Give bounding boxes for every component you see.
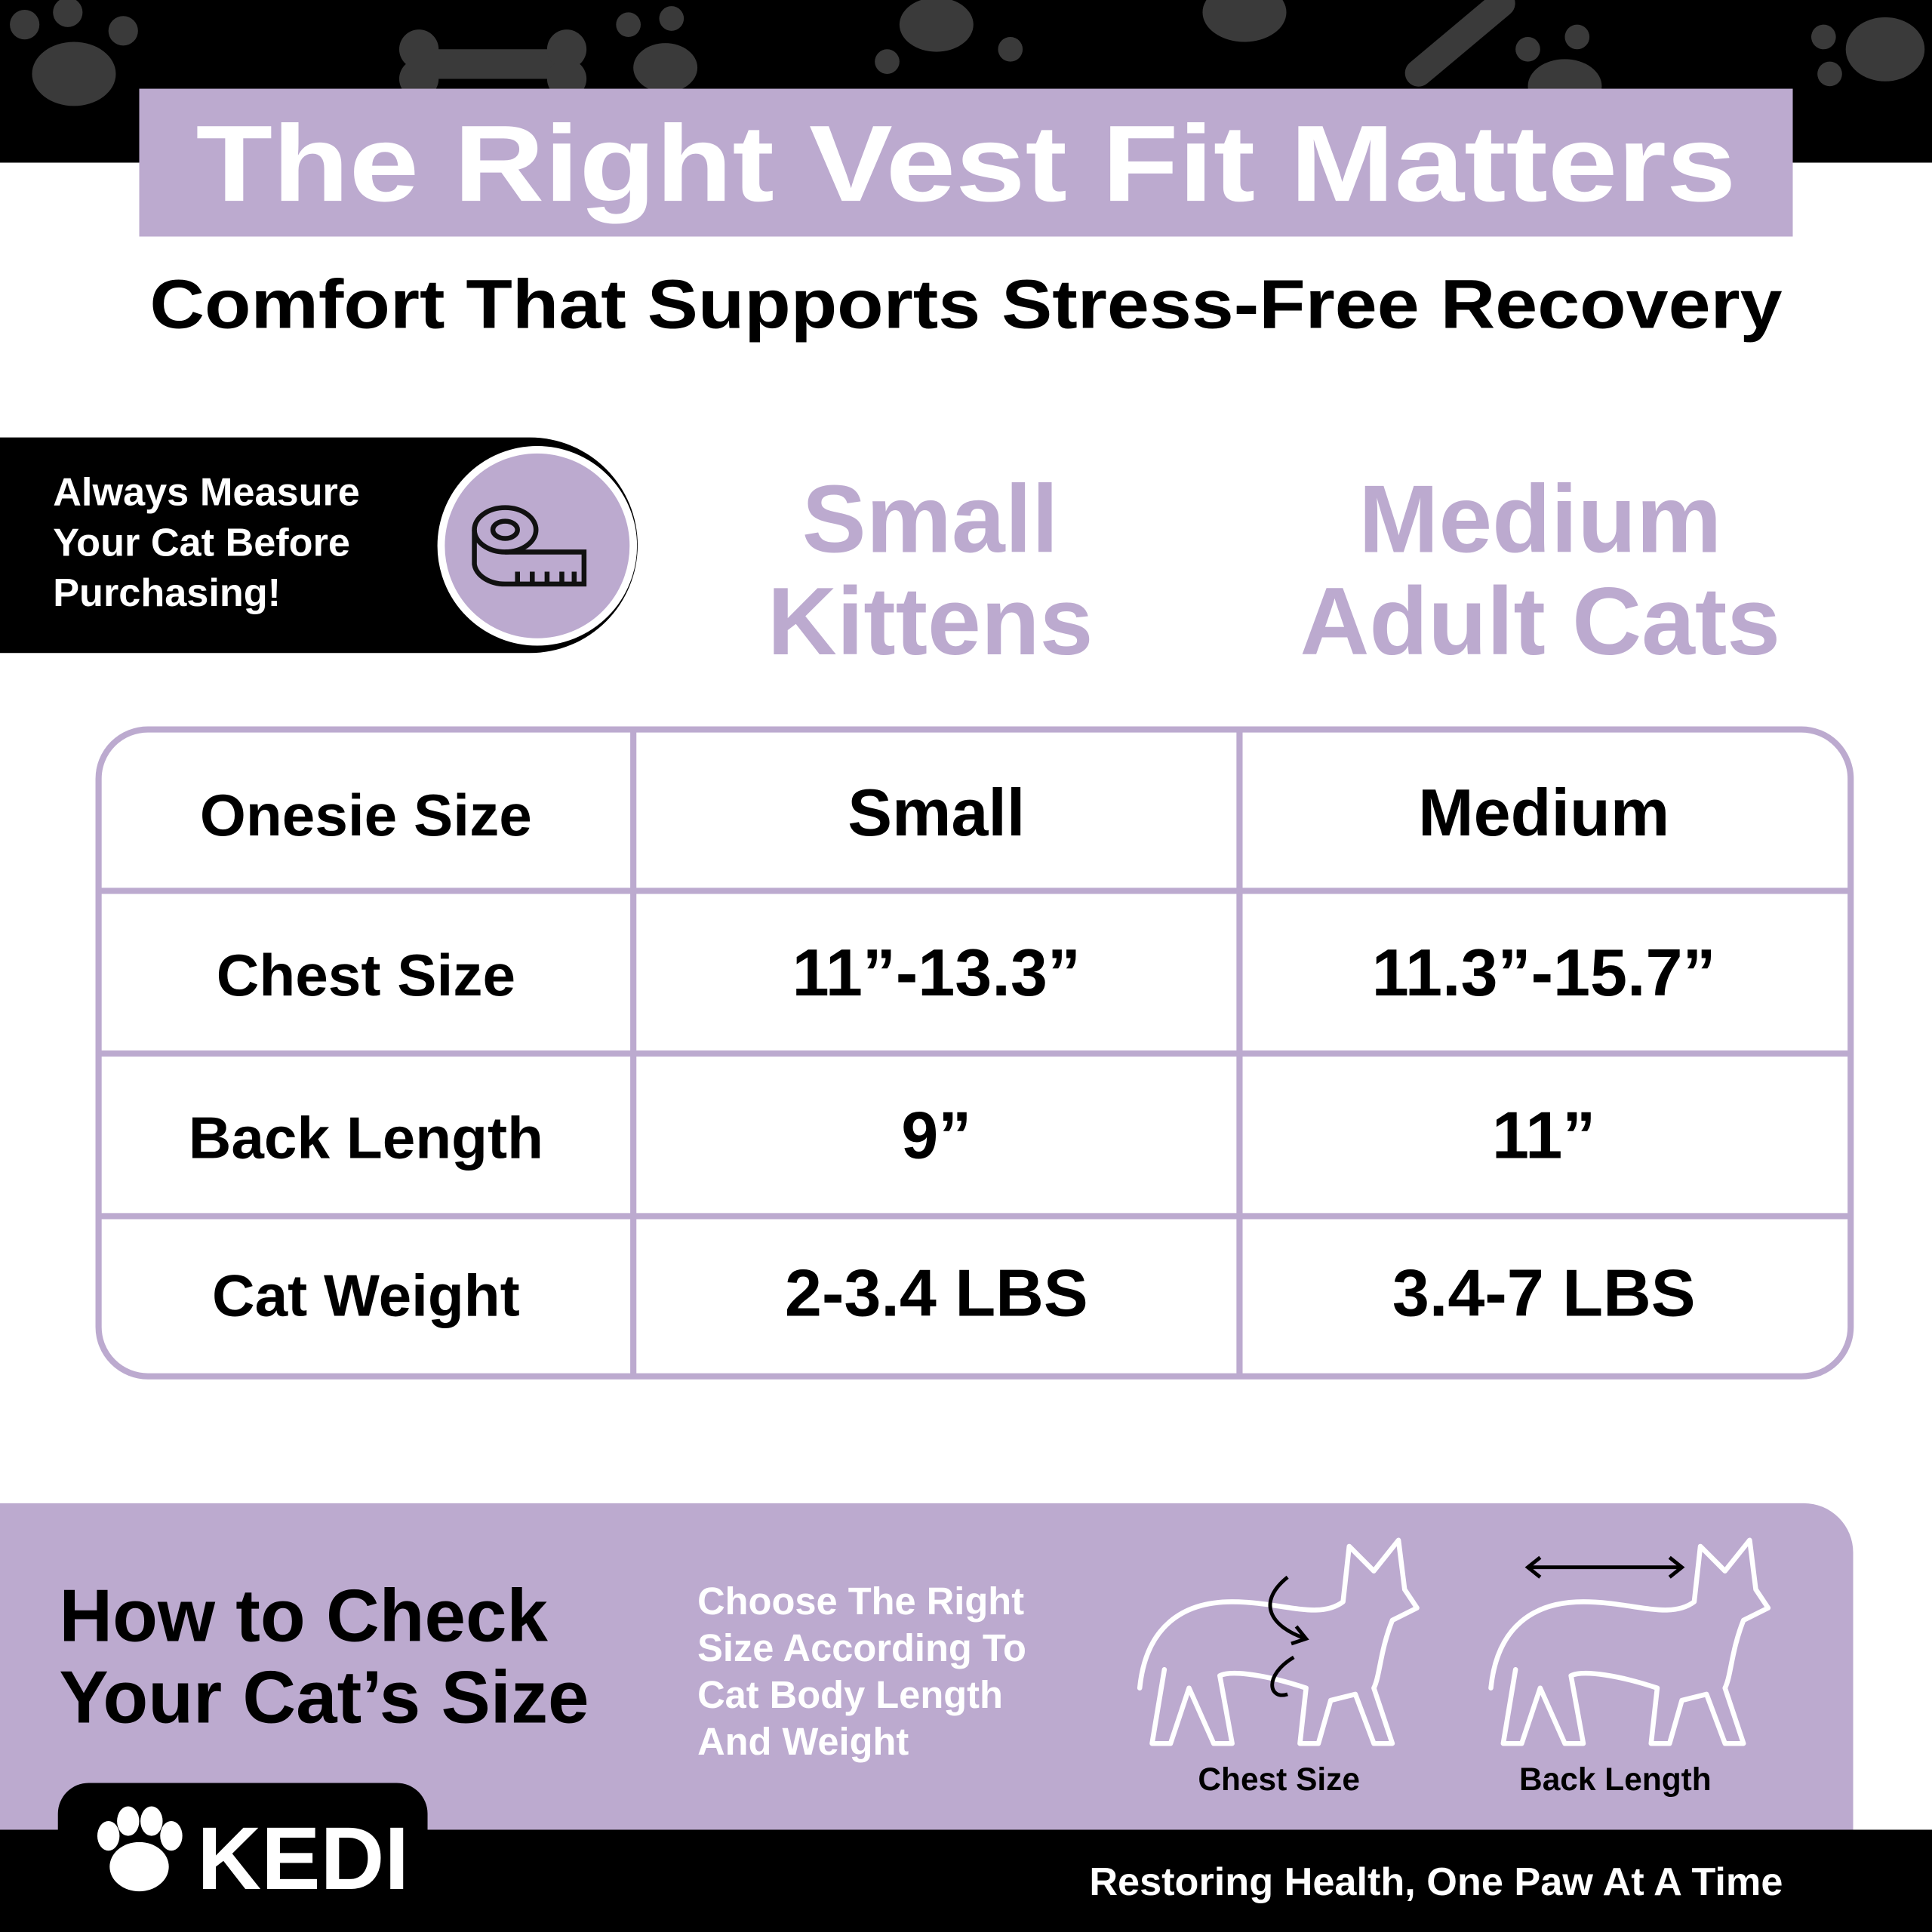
row-label: Onesie Size [200,782,532,848]
table-cell: 11” [1492,1098,1595,1173]
tagline: Restoring Health, One Paw At A Time [1089,1860,1783,1904]
table-cell: 3.4-7 LBS [1392,1256,1696,1331]
row-label: Cat Weight [212,1263,520,1329]
tape-icon-circle [437,446,638,646]
table-cell: 11.3”-15.7” [1372,935,1716,1010]
table-cell: 2-3.4 LBS [785,1256,1088,1331]
size-heading: Kittens [768,568,1094,675]
how-to-description: Size According To [697,1626,1026,1669]
size-heading: Adult Cats [1300,568,1780,675]
title: The Right Vest Fit Matters [196,103,1737,224]
brand-name: KEDI [197,1809,409,1908]
brand-paw [97,1806,183,1892]
size-heading: Medium [1358,465,1721,572]
measure-emphasis: Always [53,470,189,514]
how-to-description: Choose The Right [697,1580,1024,1623]
how-to-title: How to Check [59,1574,548,1657]
how-to-panel [0,1503,1854,1836]
size-heading: Small [802,465,1059,572]
title-banner [139,88,1793,237]
table-cell: 11”-13.3” [792,935,1081,1010]
measure-line: Purchasing! [53,571,281,615]
measure-line: Always Measure [53,470,360,514]
row-label: Chest Size [217,942,515,1008]
how-to-description: Cat Body Length [697,1673,1003,1716]
diagram-label: Back Length [1519,1761,1712,1797]
how-to-description: And Weight [697,1720,909,1763]
table-cell: Small [848,775,1025,850]
table-cell: Medium [1418,775,1669,850]
how-to-title: Your Cat’s Size [59,1655,589,1738]
measure-note: Always Measure Your Cat Before Purchasing! [53,470,360,615]
row-label: Back Length [189,1105,543,1171]
table-cell: 9” [901,1098,971,1173]
diagram-label: Chest Size [1198,1761,1360,1797]
cat-icons [1137,1537,1771,1746]
paw-pattern [10,0,1925,114]
table-grid [98,729,1851,1377]
measure-arrows [1268,1555,1685,1697]
tape-icon [472,505,587,587]
measure-line: Your Cat Before [53,521,350,565]
subtitle: Comfort That Supports Stress-Free Recove… [149,266,1782,343]
measure-word: Measure [200,470,360,514]
size-table: Onesie Size Small Medium Chest Size 11”-13.3… [95,726,1854,1380]
